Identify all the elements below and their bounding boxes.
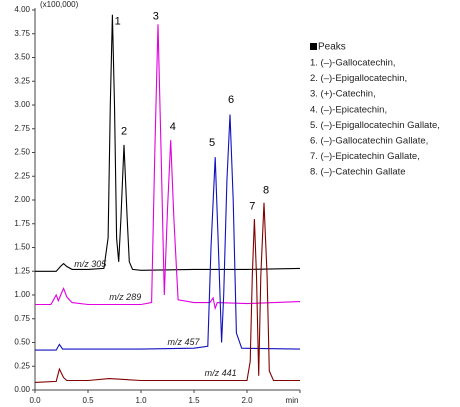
trace-label: m/z 441	[205, 368, 237, 378]
y-multiplier: (x100,000)	[40, 0, 79, 9]
trace	[35, 14, 301, 272]
legend-item: 3. (+)-Catechin,	[310, 89, 376, 100]
y-tick-label: 1.00	[14, 290, 30, 299]
legend-item: 1. (–)-Gallocatechin,	[310, 58, 396, 69]
legend-item: 6. (–)-Gallocatechin Gallate,	[310, 136, 428, 147]
y-tick-label: 3.25	[14, 76, 30, 85]
peak-label: 2	[121, 126, 127, 138]
trace-label: m/z 305	[74, 259, 107, 269]
trace	[35, 114, 301, 351]
peak-label: 3	[153, 11, 159, 23]
x-tick-label: 1.5	[188, 396, 200, 405]
x-tick-label: 0.5	[82, 396, 94, 405]
y-tick-label: 0.00	[14, 385, 30, 394]
y-tick-label: 2.00	[14, 195, 30, 204]
trace	[34, 202, 300, 383]
y-tick-label: 3.50	[14, 53, 30, 62]
peak-label: 6	[228, 94, 234, 106]
peak-label: 7	[249, 201, 255, 213]
y-tick-label: 2.75	[14, 124, 30, 133]
trace-label: m/z 457	[168, 337, 201, 347]
y-tick-label: 2.25	[14, 171, 30, 180]
peak-label: 1	[115, 15, 121, 27]
x-tick-label: 1.0	[135, 396, 147, 405]
y-tick-label: 4.00	[14, 5, 30, 14]
legend-item: 4. (–)-Epicatechin,	[310, 104, 387, 115]
y-tick-label: 1.50	[14, 243, 30, 252]
y-tick-label: 0.50	[14, 338, 30, 347]
y-tick-label: 2.50	[14, 148, 30, 157]
legend-item: 7. (–)-Epicatechin Gallate,	[310, 151, 420, 162]
y-tick-label: 3.00	[14, 100, 30, 109]
y-tick-label: 1.75	[14, 219, 30, 228]
x-tick-label: 0.0	[29, 396, 41, 405]
peak-label: 5	[209, 137, 215, 149]
y-tick-label: 1.25	[14, 266, 30, 275]
y-tick-label: 0.75	[14, 314, 30, 323]
trace-label: m/z 289	[109, 292, 141, 302]
legend-title: Peaks	[318, 42, 346, 53]
y-tick-label: 0.25	[14, 361, 30, 370]
x-tick-label: min	[286, 396, 299, 405]
x-tick-label: 2.0	[241, 396, 253, 405]
legend-item: 8. (–)-Catechin Gallate	[310, 167, 406, 178]
legend-item: 5. (–)-Epigallocatechin Gallate,	[310, 120, 440, 131]
trace	[35, 24, 301, 311]
legend-item: 2. (–)-Epigallocatechin,	[310, 73, 407, 84]
y-tick-label: 3.75	[14, 29, 30, 38]
peak-label: 8	[263, 184, 269, 196]
legend-marker	[310, 43, 317, 50]
peak-label: 4	[170, 121, 176, 133]
